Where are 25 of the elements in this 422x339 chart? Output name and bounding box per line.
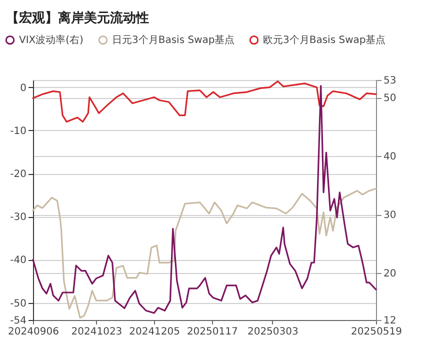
x-tick-label: 20250117 xyxy=(186,326,238,338)
y-tick-label: 0 xyxy=(20,82,26,94)
y2-tick-label: 50 xyxy=(384,93,396,104)
y2-tick-label: 12 xyxy=(384,316,396,326)
x-tick-label: 20241205 xyxy=(129,326,180,338)
x-tick-label: 20241023 xyxy=(71,326,122,338)
y-tick-label: -40 xyxy=(10,255,26,266)
line-series xyxy=(32,80,377,123)
chart-title: 【宏观】离岸美元流动性 xyxy=(6,10,149,27)
line-series xyxy=(32,85,377,314)
y-tick-label: -54 xyxy=(10,316,26,326)
x-tick-label: 20250303 xyxy=(247,326,298,338)
y-tick-label: -50 xyxy=(10,298,26,310)
y-tick-label: -30 xyxy=(10,212,26,224)
y-tick-label: -10 xyxy=(10,126,26,137)
x-tick-label: 20240906 xyxy=(8,326,59,338)
y2-tick-label: 53 xyxy=(384,76,396,86)
y2-tick-label: 40 xyxy=(384,152,396,163)
legend-label: 欧元3个月Basis Swap基点 xyxy=(263,34,386,46)
y2-tick-label: 20 xyxy=(384,268,396,280)
legend-label: 日元3个月Basis Swap基点 xyxy=(112,34,235,46)
x-tick-label: 20250519 xyxy=(351,326,402,338)
legend-label: VIX波动率(右) xyxy=(19,34,84,46)
y-tick-label: -20 xyxy=(10,169,26,180)
y2-tick-label: 30 xyxy=(384,210,396,222)
